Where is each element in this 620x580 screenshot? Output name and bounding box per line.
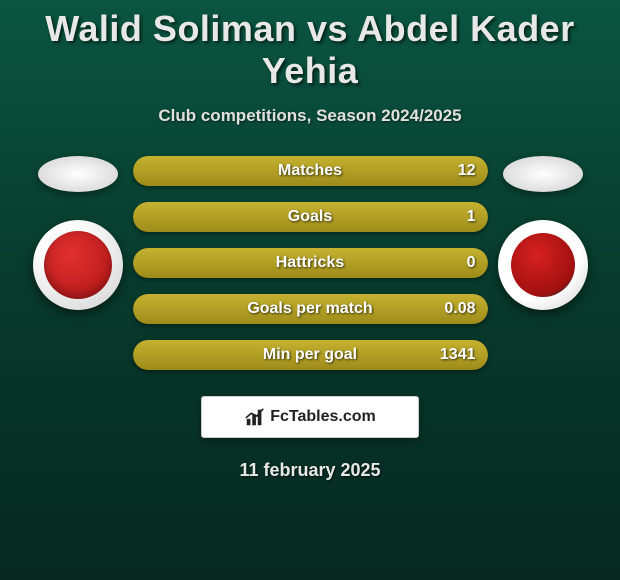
club-badge-right — [498, 220, 588, 310]
club-badge-left — [33, 220, 123, 310]
page-title: Walid Soliman vs Abdel Kader Yehia — [0, 0, 620, 92]
stat-label: Min per goal — [191, 346, 430, 364]
player-right-photo — [503, 156, 583, 192]
stat-label: Goals per match — [191, 300, 430, 318]
stat-label: Matches — [191, 162, 430, 180]
brand-text: FcTables.com — [270, 408, 376, 426]
bar-chart-icon — [244, 406, 266, 428]
stat-row-matches: Matches12 — [133, 156, 488, 186]
stat-label: Hattricks — [191, 254, 430, 272]
stat-right-value: 1341 — [430, 346, 488, 364]
stat-row-hattricks: Hattricks0 — [133, 248, 488, 278]
stat-right-value: 0.08 — [430, 300, 488, 318]
stat-label: Goals — [191, 208, 430, 226]
subtitle: Club competitions, Season 2024/2025 — [0, 106, 620, 126]
player-left-column — [23, 156, 133, 310]
player-left-photo — [38, 156, 118, 192]
stat-row-min_per_goal: Min per goal1341 — [133, 340, 488, 370]
date-text: 11 february 2025 — [0, 460, 620, 481]
stats-list: Matches12 Goals1 Hattricks0 Goals per match… — [133, 156, 488, 370]
stat-row-goals_per_match: Goals per match0.08 — [133, 294, 488, 324]
brand-row: FcTables.com — [0, 396, 620, 438]
stat-right-value: 1 — [430, 208, 488, 226]
stat-right-value: 0 — [430, 254, 488, 272]
player-right-column — [488, 156, 598, 310]
stat-row-goals: Goals1 — [133, 202, 488, 232]
comparison-panel: Matches12 Goals1 Hattricks0 Goals per match… — [0, 156, 620, 370]
stat-right-value: 12 — [430, 162, 488, 180]
brand-box[interactable]: FcTables.com — [201, 396, 419, 438]
